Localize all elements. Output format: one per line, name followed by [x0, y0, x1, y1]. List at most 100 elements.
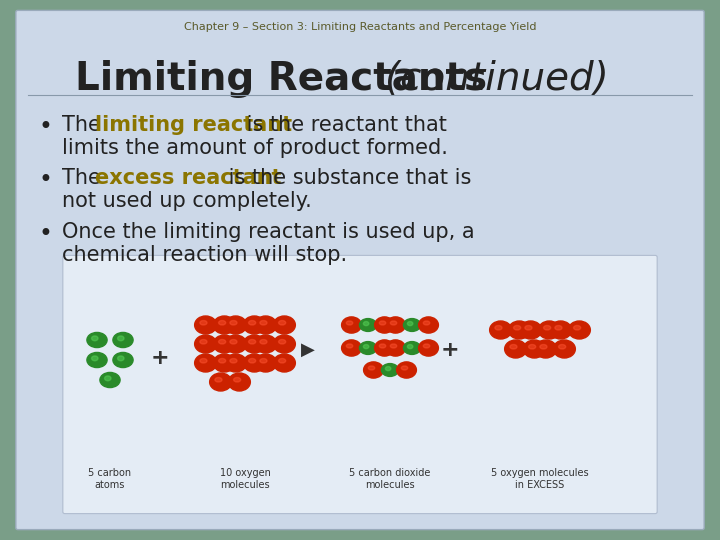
Ellipse shape	[243, 354, 266, 372]
Ellipse shape	[401, 366, 408, 370]
Ellipse shape	[520, 321, 541, 339]
Ellipse shape	[544, 326, 551, 330]
Ellipse shape	[513, 326, 521, 330]
Circle shape	[408, 345, 413, 349]
Ellipse shape	[219, 321, 226, 325]
Ellipse shape	[274, 316, 295, 334]
Text: ▶: ▶	[301, 341, 315, 359]
Ellipse shape	[279, 340, 286, 344]
Ellipse shape	[574, 326, 581, 330]
Ellipse shape	[346, 321, 353, 325]
Circle shape	[364, 345, 369, 349]
Text: not used up completely.: not used up completely.	[62, 191, 312, 211]
Ellipse shape	[194, 316, 217, 334]
Text: limits the amount of product formed.: limits the amount of product formed.	[62, 138, 448, 158]
Ellipse shape	[200, 340, 207, 344]
Circle shape	[359, 342, 377, 354]
FancyBboxPatch shape	[63, 255, 657, 514]
Ellipse shape	[213, 335, 235, 353]
Text: Once the limiting reactant is used up, a: Once the limiting reactant is used up, a	[62, 222, 474, 242]
Ellipse shape	[539, 321, 560, 339]
Text: •: •	[38, 168, 52, 192]
Circle shape	[117, 336, 124, 341]
Ellipse shape	[505, 340, 526, 358]
Ellipse shape	[423, 344, 430, 348]
Ellipse shape	[374, 317, 395, 333]
Ellipse shape	[260, 321, 267, 325]
Ellipse shape	[225, 335, 247, 353]
Ellipse shape	[233, 377, 240, 382]
Text: The: The	[62, 115, 107, 135]
Ellipse shape	[230, 321, 237, 325]
Ellipse shape	[210, 373, 232, 391]
Ellipse shape	[397, 362, 416, 378]
Ellipse shape	[200, 359, 207, 363]
Ellipse shape	[219, 340, 226, 344]
Text: chemical reaction will stop.: chemical reaction will stop.	[62, 245, 347, 265]
Ellipse shape	[260, 359, 267, 363]
Ellipse shape	[225, 354, 247, 372]
Ellipse shape	[386, 340, 405, 356]
Ellipse shape	[341, 340, 361, 356]
Ellipse shape	[274, 354, 295, 372]
Text: is the substance that is: is the substance that is	[222, 168, 472, 188]
Text: 5 carbon dioxide
molecules: 5 carbon dioxide molecules	[349, 468, 431, 490]
Ellipse shape	[243, 316, 266, 334]
Text: +: +	[441, 340, 459, 360]
Text: •: •	[38, 222, 52, 246]
Ellipse shape	[279, 359, 286, 363]
Ellipse shape	[379, 344, 386, 348]
Ellipse shape	[364, 362, 383, 378]
Ellipse shape	[194, 335, 217, 353]
Circle shape	[113, 353, 133, 368]
Circle shape	[91, 336, 98, 341]
Ellipse shape	[423, 321, 430, 325]
Circle shape	[403, 342, 420, 354]
Text: excess reactant: excess reactant	[95, 168, 282, 188]
Ellipse shape	[495, 326, 502, 330]
Ellipse shape	[200, 321, 207, 325]
Circle shape	[91, 356, 98, 361]
Text: 10 oxygen
molecules: 10 oxygen molecules	[220, 468, 271, 490]
Circle shape	[113, 333, 133, 348]
Circle shape	[364, 321, 369, 326]
Ellipse shape	[194, 354, 217, 372]
Ellipse shape	[225, 316, 247, 334]
Text: •: •	[38, 115, 52, 139]
Ellipse shape	[554, 340, 575, 358]
Ellipse shape	[230, 359, 237, 363]
Ellipse shape	[260, 340, 267, 344]
Ellipse shape	[418, 340, 438, 356]
Ellipse shape	[248, 321, 256, 325]
Circle shape	[408, 321, 413, 326]
Ellipse shape	[540, 345, 547, 349]
Ellipse shape	[508, 321, 531, 339]
Text: limiting reactant: limiting reactant	[95, 115, 292, 135]
Circle shape	[403, 319, 420, 332]
Ellipse shape	[228, 373, 251, 391]
Ellipse shape	[255, 354, 276, 372]
Circle shape	[382, 363, 399, 376]
Text: Chapter 9 – Section 3: Limiting Reactants and Percentage Yield: Chapter 9 – Section 3: Limiting Reactant…	[184, 22, 536, 32]
FancyBboxPatch shape	[16, 10, 704, 530]
Text: Limiting Reactants: Limiting Reactants	[75, 60, 500, 98]
Ellipse shape	[274, 335, 295, 353]
Ellipse shape	[346, 344, 353, 348]
Ellipse shape	[341, 317, 361, 333]
Ellipse shape	[490, 321, 512, 339]
Ellipse shape	[559, 345, 566, 349]
Ellipse shape	[255, 335, 276, 353]
Ellipse shape	[390, 321, 397, 325]
Ellipse shape	[549, 321, 572, 339]
Ellipse shape	[219, 359, 226, 363]
Ellipse shape	[374, 340, 395, 356]
Ellipse shape	[535, 340, 557, 358]
Text: (continued): (continued)	[385, 60, 608, 98]
Circle shape	[100, 373, 120, 388]
Ellipse shape	[248, 359, 256, 363]
Ellipse shape	[279, 321, 286, 325]
Ellipse shape	[213, 354, 235, 372]
Ellipse shape	[215, 377, 222, 382]
Ellipse shape	[568, 321, 590, 339]
Ellipse shape	[369, 366, 374, 370]
